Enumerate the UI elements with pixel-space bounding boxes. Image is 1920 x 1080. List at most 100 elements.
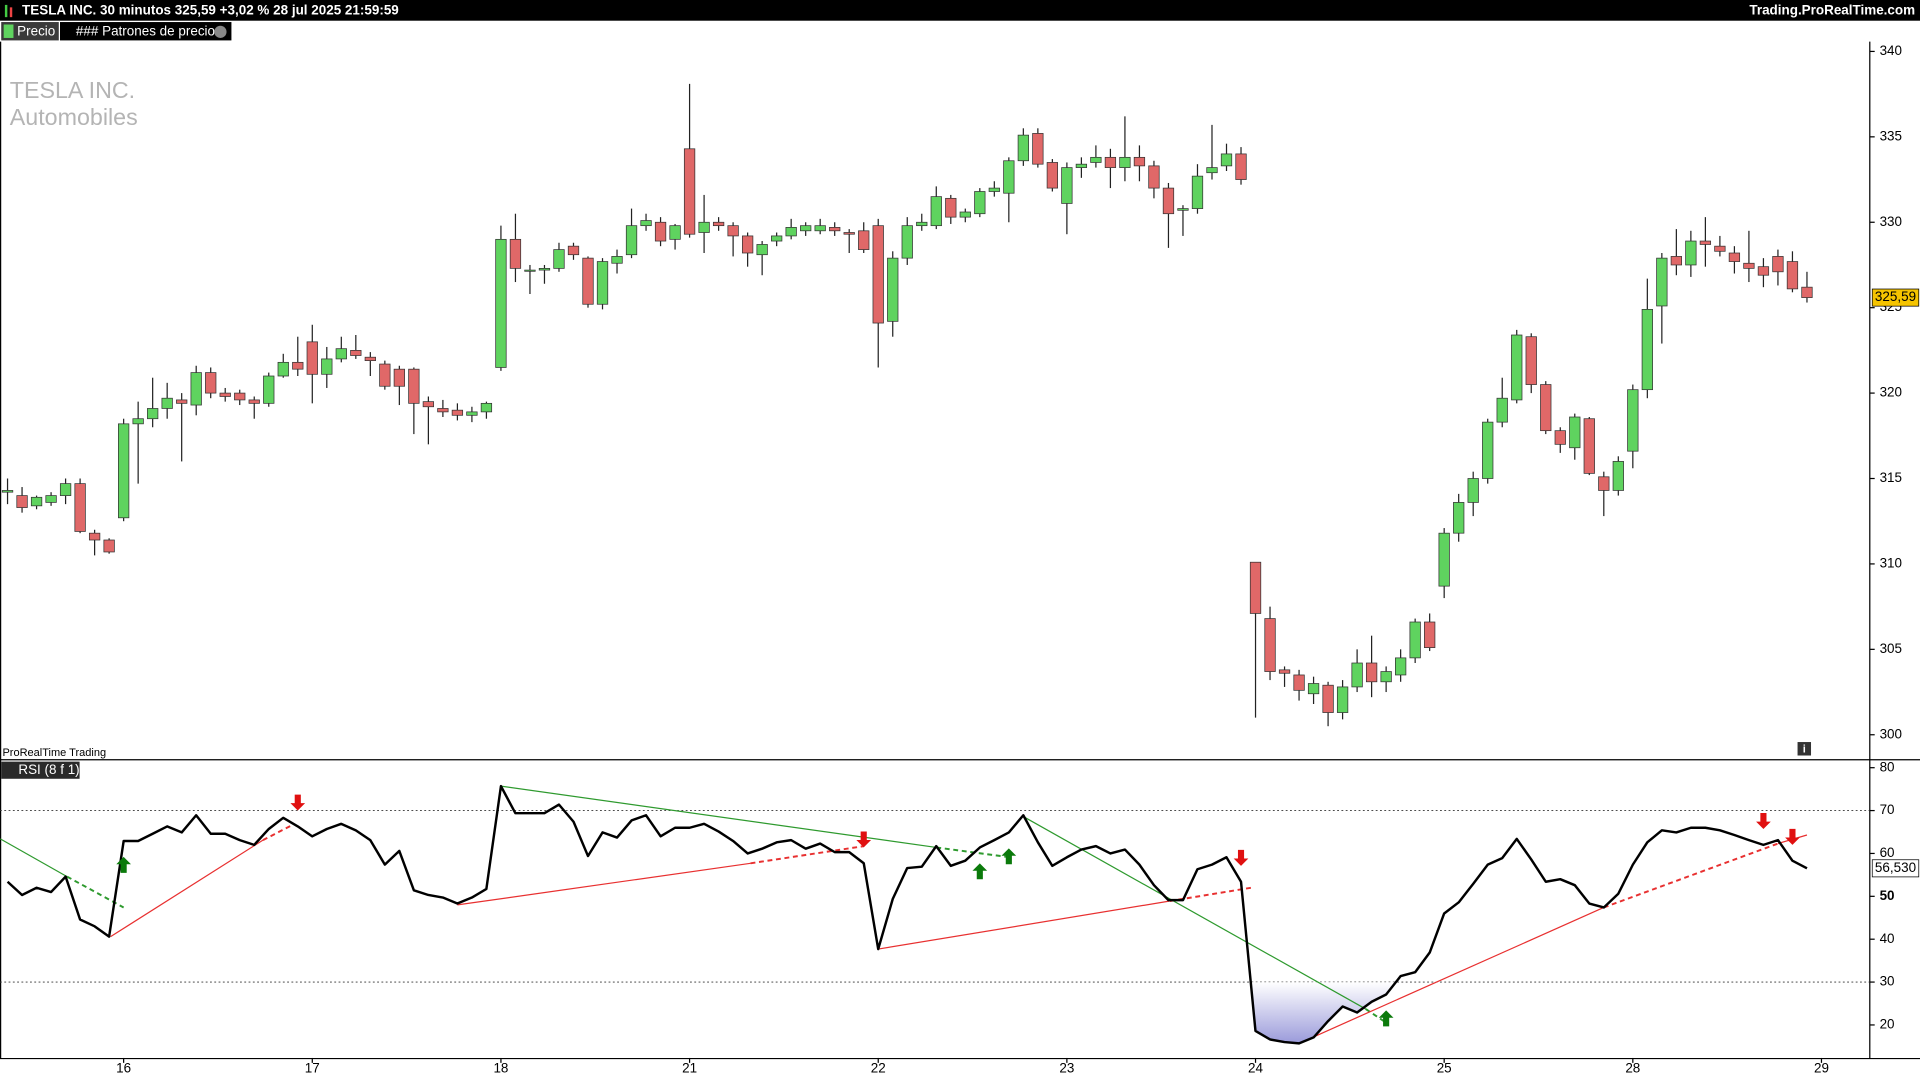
top-bar	[0, 0, 1920, 21]
candle-body	[1046, 162, 1059, 189]
candle-body	[669, 225, 681, 240]
watermark-sector: Automobiles	[10, 104, 138, 130]
candle-body	[292, 361, 304, 370]
candle-body	[59, 483, 72, 496]
x-tick-label: 18	[493, 1061, 508, 1076]
y-tick-label: 300	[1880, 726, 1902, 741]
y-tick-label: 330	[1880, 214, 1902, 229]
candle-body	[422, 401, 435, 408]
tab-label[interactable]: Precio	[17, 23, 55, 38]
candle-body	[263, 375, 275, 404]
candle-body	[988, 187, 1000, 192]
candle-body	[132, 418, 144, 425]
candle-body	[234, 392, 246, 401]
candle-body	[814, 225, 826, 232]
x-tick-label: 25	[1437, 1061, 1452, 1076]
candle-body	[1322, 684, 1334, 713]
candle-body	[1075, 163, 1088, 168]
candle-body	[393, 368, 405, 387]
header-title: TESLA INC. 30 minutos 325,59 +3,02 % 28 …	[22, 3, 399, 18]
candle-body	[1467, 478, 1479, 503]
candle-body	[625, 225, 638, 256]
candle-body	[176, 399, 188, 404]
candle-body	[1119, 156, 1131, 168]
last-value-label: 325,59	[1875, 289, 1916, 304]
trendline	[878, 900, 1171, 950]
candle-body	[1482, 421, 1494, 479]
candle-body	[553, 249, 565, 269]
candle-body	[1409, 621, 1421, 659]
candle-body	[901, 225, 913, 259]
candle-body	[30, 496, 43, 507]
candle-body	[538, 268, 551, 271]
candle-body	[1656, 257, 1668, 307]
signal-arrow	[972, 863, 988, 880]
candle-body	[872, 225, 884, 324]
indicator-title: RSI (8 f 1)	[18, 762, 79, 777]
candle-body	[1511, 334, 1523, 401]
tab-label[interactable]: ### Patrones de precio	[76, 23, 215, 38]
tab[interactable]	[60, 22, 232, 41]
candle-body	[771, 235, 783, 242]
candle-body	[1278, 669, 1291, 674]
candle-body	[582, 257, 594, 305]
candle-body	[945, 197, 957, 218]
candle-body	[408, 368, 420, 404]
candle-body	[350, 350, 362, 356]
y-tick-label: 315	[1880, 470, 1902, 485]
tab-close[interactable]	[214, 25, 227, 38]
candle-body	[959, 211, 971, 218]
y-tick-label: 20	[1880, 1017, 1895, 1032]
candle-body	[1540, 384, 1552, 432]
y-tick-label: 50	[1880, 888, 1895, 903]
candle-body	[45, 495, 57, 503]
candle-body	[1264, 618, 1276, 672]
candle-body	[1293, 674, 1305, 691]
candle-body	[1032, 133, 1044, 165]
candle-body	[1148, 165, 1160, 189]
candle-body	[1728, 252, 1741, 262]
candle-body	[248, 399, 260, 404]
candle-body	[640, 220, 652, 227]
rsi-line	[6, 784, 1808, 1045]
indicator-tag	[1, 761, 80, 779]
candle-body	[1525, 336, 1537, 385]
candle-body	[727, 225, 739, 237]
x-tick-label: 29	[1814, 1061, 1829, 1076]
info-icon-glyph[interactable]: i	[1803, 743, 1806, 755]
site: Trading.ProRealTime.com	[1749, 3, 1915, 18]
trendline	[457, 862, 751, 906]
candle-body	[1670, 256, 1682, 266]
trendline	[750, 845, 864, 865]
candle-body	[596, 261, 609, 305]
candle-body	[1438, 532, 1450, 587]
candle-body	[712, 221, 725, 227]
candle-body	[1249, 561, 1262, 614]
bar-icon	[4, 4, 8, 18]
signal-arrow	[116, 856, 131, 873]
y-tick-label: 305	[1880, 641, 1902, 656]
candle-body	[1365, 662, 1378, 683]
candle-body	[1206, 167, 1218, 174]
candle-body	[683, 148, 696, 235]
candle-body	[800, 225, 812, 232]
candle-body	[1569, 416, 1581, 449]
candle-body	[509, 238, 522, 269]
candle-body	[335, 348, 347, 360]
candle-body	[364, 356, 376, 361]
tab[interactable]	[1, 22, 59, 41]
x-tick-label: 23	[1059, 1061, 1074, 1076]
candle-body	[190, 372, 202, 406]
candle-body	[1801, 286, 1813, 298]
candle-body	[88, 532, 101, 541]
candle-body	[1351, 662, 1363, 688]
y-tick-label: 70	[1880, 802, 1895, 817]
candle-body	[829, 227, 841, 232]
candle-body	[524, 269, 536, 272]
candle-body	[1453, 502, 1465, 534]
trendline	[0, 838, 68, 878]
info-icon[interactable]	[1797, 742, 1812, 756]
candle-body	[1583, 418, 1595, 474]
y-tick-label: 40	[1880, 931, 1895, 946]
